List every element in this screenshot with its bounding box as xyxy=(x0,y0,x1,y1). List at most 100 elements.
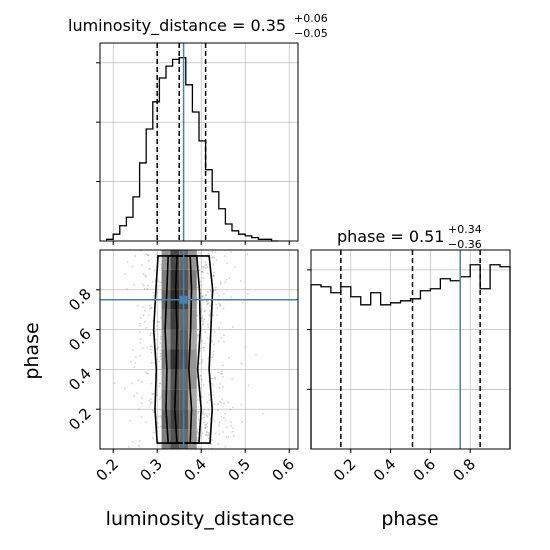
scatter-point xyxy=(145,327,147,329)
y-tick-label: 0.8 xyxy=(65,285,95,315)
scatter-point xyxy=(149,267,151,270)
scatter-point xyxy=(227,435,230,438)
scatter-point xyxy=(205,433,208,436)
scatter-point xyxy=(152,361,155,364)
scatter-point xyxy=(204,427,207,429)
scatter-point xyxy=(215,259,218,262)
scatter-point xyxy=(205,266,207,269)
scatter-point xyxy=(129,419,132,422)
density-cell xyxy=(188,309,197,330)
scatter-point xyxy=(211,250,213,253)
x-tick-label: 0.4 xyxy=(370,455,400,485)
scatter-point xyxy=(156,347,159,350)
density-cell xyxy=(170,369,180,390)
scatter-point xyxy=(202,413,205,416)
scatter-point xyxy=(206,426,209,428)
scatter-point xyxy=(217,340,220,343)
scatter-point xyxy=(234,266,236,269)
scatter-point xyxy=(200,378,203,381)
scatter-point xyxy=(218,421,221,424)
scatter-point xyxy=(197,412,199,415)
scatter-point xyxy=(213,330,216,333)
phase-title-sub: −0.36 xyxy=(448,238,482,251)
scatter-point xyxy=(197,334,199,337)
scatter-point xyxy=(201,265,203,268)
scatter-point xyxy=(214,286,217,289)
scatter-point xyxy=(202,346,205,349)
scatter-point xyxy=(212,263,215,266)
scatter-point xyxy=(204,412,207,415)
scatter-point xyxy=(150,332,152,335)
scatter-point xyxy=(199,374,202,377)
scatter-point xyxy=(213,271,215,274)
scatter-point xyxy=(158,284,161,287)
scatter-point xyxy=(159,342,162,345)
scatter-point xyxy=(197,433,200,435)
scatter-point xyxy=(220,337,223,339)
scatter-point xyxy=(208,399,211,401)
phase-histogram-panel: 0.2 0.4 0.6 0.8 xyxy=(307,249,511,485)
scatter-point xyxy=(220,372,223,375)
scatter-point xyxy=(142,273,145,276)
scatter-point xyxy=(125,287,128,290)
scatter-point xyxy=(157,360,160,363)
scatter-point xyxy=(207,437,210,440)
scatter-point xyxy=(158,321,160,324)
scatter-point xyxy=(204,331,207,334)
scatter-point xyxy=(208,413,211,415)
scatter-point xyxy=(207,434,209,437)
scatter-point xyxy=(206,291,209,294)
scatter-point xyxy=(131,265,134,268)
scatter-point xyxy=(206,401,209,404)
x-axis-label-phase: phase xyxy=(381,508,438,530)
scatter-point xyxy=(137,408,140,411)
density-cell xyxy=(161,269,171,290)
scatter-point xyxy=(221,370,224,372)
y-tick-label: 0.4 xyxy=(65,365,95,395)
scatter-point xyxy=(247,384,250,387)
scatter-point xyxy=(157,346,160,349)
scatter-point xyxy=(203,297,206,299)
scatter-point xyxy=(131,441,134,444)
scatter-point xyxy=(136,304,139,307)
scatter-point xyxy=(196,329,199,331)
density-cell xyxy=(188,369,197,390)
scatter-point xyxy=(202,384,205,386)
scatter-point xyxy=(217,371,220,374)
luminosity-distance-title-sub: −0.05 xyxy=(294,27,328,40)
scatter-point xyxy=(155,253,158,256)
scatter-point xyxy=(202,295,204,298)
scatter-point xyxy=(196,252,199,255)
scatter-point xyxy=(159,352,162,355)
scatter-point xyxy=(150,307,152,309)
scatter-point xyxy=(209,289,212,292)
scatter-point xyxy=(113,382,116,384)
scatter-point xyxy=(133,395,135,398)
scatter-point xyxy=(200,284,203,287)
scatter-point xyxy=(158,385,160,388)
scatter-point xyxy=(206,300,208,303)
scatter-point xyxy=(203,421,205,424)
phase-title: phase = 0.51 xyxy=(337,227,444,246)
scatter-point xyxy=(212,314,214,317)
scatter-point xyxy=(158,398,161,401)
scatter-point xyxy=(202,271,204,274)
scatter-point xyxy=(155,256,158,259)
scatter-point xyxy=(202,266,205,269)
scatter-point xyxy=(212,394,215,397)
scatter-point xyxy=(212,344,215,346)
scatter-point xyxy=(241,301,244,304)
density-cell xyxy=(170,309,180,330)
scatter-point xyxy=(229,408,232,411)
scatter-point xyxy=(160,358,163,361)
density-cell xyxy=(188,349,197,370)
scatter-point xyxy=(210,438,213,441)
scatter-point xyxy=(159,335,162,338)
phase-title-sup: +0.34 xyxy=(448,223,482,236)
scatter-point xyxy=(231,378,234,381)
scatter-point xyxy=(200,292,202,295)
density-cell xyxy=(188,389,197,410)
scatter-point xyxy=(146,346,149,349)
scatter-point xyxy=(151,280,154,283)
